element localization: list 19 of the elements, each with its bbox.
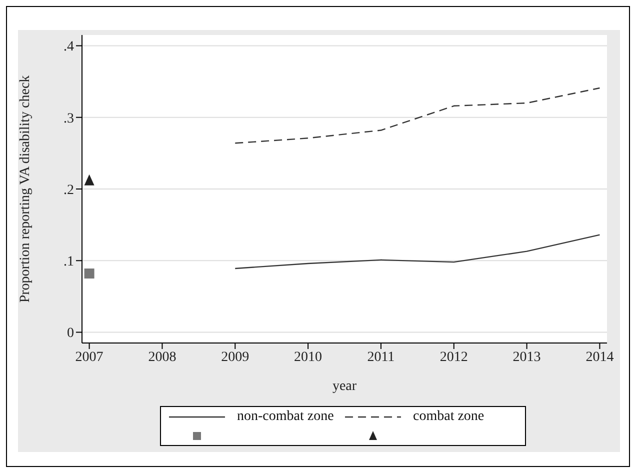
legend-label: non-combat zone <box>237 408 334 424</box>
x-axis-title: year <box>332 379 357 394</box>
line-series <box>234 234 600 270</box>
y-tick-label: .3 <box>64 111 74 126</box>
x-tick-label: 2010 <box>294 350 322 365</box>
x-tick-label: 2011 <box>367 350 395 365</box>
legend-label: combat zone <box>413 408 484 424</box>
y-tick-label: 0 <box>67 326 74 342</box>
x-tick-label: 2013 <box>512 350 541 365</box>
y-tick-label: .4 <box>64 40 74 55</box>
x-tick-label: 2007 <box>75 350 104 365</box>
y-tick-label: .2 <box>64 182 74 198</box>
y-axis-title: Proportion reporting VA disability check <box>18 75 33 303</box>
x-tick-label: 2008 <box>148 350 176 365</box>
line-series <box>234 87 600 144</box>
x-tick-label: 2012 <box>440 350 468 365</box>
y-tick-label: .1 <box>64 254 74 270</box>
x-tick-label: 2009 <box>221 350 250 365</box>
x-tick-label: 2014 <box>586 350 614 365</box>
